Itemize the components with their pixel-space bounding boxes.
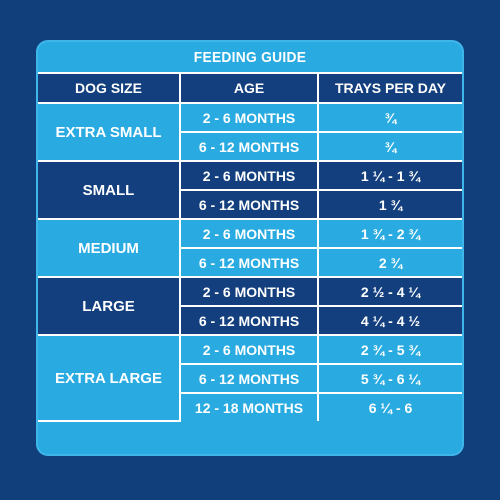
feeding-guide-table: DOG SIZE AGE TRAYS PER DAY EXTRA SMALL 2… bbox=[38, 72, 462, 422]
trays-cell: 5 ¾ - 6 ¼ bbox=[317, 363, 462, 394]
table-row: LARGE 2 - 6 MONTHS 2 ½ - 4 ¼ bbox=[38, 276, 462, 336]
trays-cell: ¾ bbox=[317, 131, 462, 162]
header-age: AGE bbox=[179, 72, 319, 104]
age-cell: 2 - 6 MONTHS bbox=[179, 276, 319, 307]
table-row: 6 - 12 MONTHS 5 ¾ - 6 ¼ bbox=[38, 363, 462, 394]
trays-cell: 4 ¼ - 4 ½ bbox=[317, 305, 462, 336]
dog-size-cell: MEDIUM bbox=[38, 218, 181, 278]
header-dog-size: DOG SIZE bbox=[38, 72, 181, 104]
dog-size-cell: LARGE bbox=[38, 276, 181, 336]
dog-size-cell: SMALL bbox=[38, 160, 181, 220]
table-row: MEDIUM 2 - 6 MONTHS 1 ¾ - 2 ¾ bbox=[38, 218, 462, 278]
age-cell: 6 - 12 MONTHS bbox=[180, 247, 319, 278]
trays-cell: 2 ¾ - 5 ¾ bbox=[317, 334, 462, 365]
table-row: EXTRA SMALL 2 - 6 MONTHS ¾ bbox=[38, 102, 462, 162]
age-cell: 2 - 6 MONTHS bbox=[179, 334, 319, 365]
table-row: SMALL 2 - 6 MONTHS 1 ¼ - 1 ¾ bbox=[38, 160, 462, 220]
age-cell: 2 - 6 MONTHS bbox=[179, 218, 319, 249]
age-cell: 6 - 12 MONTHS bbox=[180, 131, 319, 162]
age-cell: 12 - 18 MONTHS bbox=[180, 392, 319, 421]
table-row: 6 - 12 MONTHS 4 ¼ - 4 ½ bbox=[38, 305, 462, 336]
age-cell: 6 - 12 MONTHS bbox=[180, 363, 319, 394]
feeding-guide-title: FEEDING GUIDE bbox=[54, 42, 446, 72]
header-trays-per-day: TRAYS PER DAY bbox=[317, 72, 462, 104]
trays-cell: 1 ¼ - 1 ¾ bbox=[317, 160, 462, 191]
trays-cell: 1 ¾ bbox=[317, 189, 462, 220]
table-row: 6 - 12 MONTHS ¾ bbox=[38, 131, 462, 162]
dog-size-cell: EXTRA SMALL bbox=[38, 102, 181, 162]
dog-size-cell: EXTRA LARGE bbox=[38, 334, 181, 422]
trays-cell: 1 ¾ - 2 ¾ bbox=[317, 218, 462, 249]
age-cell: 2 - 6 MONTHS bbox=[179, 102, 319, 133]
header-row: DOG SIZE AGE TRAYS PER DAY bbox=[38, 72, 462, 104]
table-row: 6 - 12 MONTHS 1 ¾ bbox=[38, 189, 462, 220]
trays-cell: 2 ½ - 4 ¼ bbox=[317, 276, 462, 307]
trays-cell: 6 ¼ - 6 bbox=[317, 392, 462, 421]
table-row: 12 - 18 MONTHS 6 ¼ - 6 bbox=[38, 392, 462, 421]
age-cell: 6 - 12 MONTHS bbox=[180, 305, 319, 336]
trays-cell: ¾ bbox=[317, 102, 462, 133]
table-row: EXTRA LARGE 2 - 6 MONTHS 2 ¾ - 5 ¾ bbox=[38, 334, 462, 422]
age-cell: 2 - 6 MONTHS bbox=[179, 160, 319, 191]
table-row: 6 - 12 MONTHS 2 ¾ bbox=[38, 247, 462, 278]
age-cell: 6 - 12 MONTHS bbox=[180, 189, 319, 220]
trays-cell: 2 ¾ bbox=[317, 247, 462, 278]
feeding-guide-panel: FEEDING GUIDE DOG SIZE AGE TRAYS PER DAY… bbox=[36, 40, 464, 456]
